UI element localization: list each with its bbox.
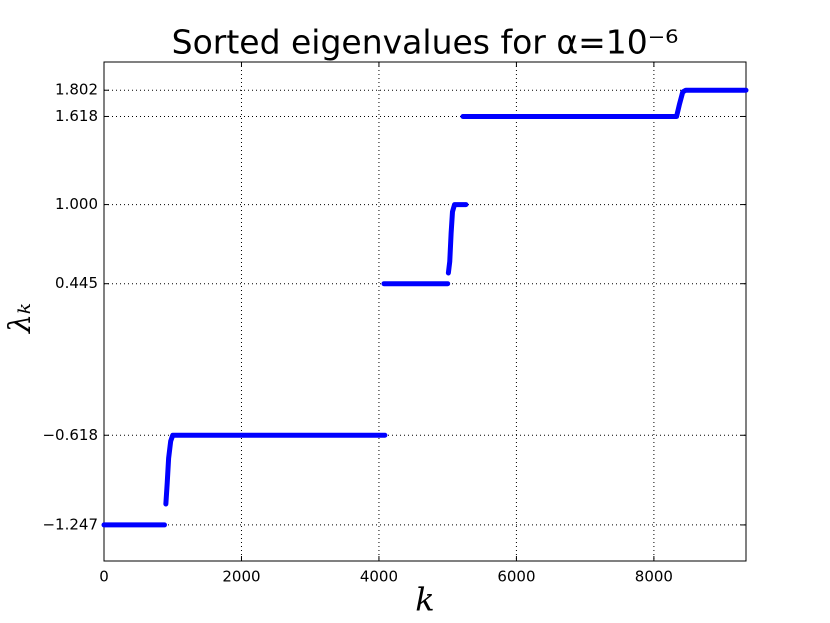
plot-frame <box>103 61 747 562</box>
x-tick-label: 2000 <box>222 568 260 586</box>
y-tick-label: −0.618 <box>42 426 98 444</box>
data-line <box>101 87 749 528</box>
x-tick-label: 4000 <box>360 568 398 586</box>
x-tick-label: 6000 <box>497 568 535 586</box>
y-tick-label: 1.802 <box>55 81 98 99</box>
y-axis-label: λₖ <box>3 303 38 334</box>
x-tick-label: 8000 <box>635 568 673 586</box>
y-tick-label: −1.247 <box>42 515 98 533</box>
chart-title: Sorted eigenvalues for α=10⁻⁶ <box>172 23 679 62</box>
y-tick-label: 0.445 <box>55 274 98 292</box>
x-axis-label: k <box>415 581 434 619</box>
y-tick-label: 1.000 <box>55 195 98 213</box>
y-tick-label: 1.618 <box>55 107 98 125</box>
x-tick-label: 0 <box>99 568 109 586</box>
